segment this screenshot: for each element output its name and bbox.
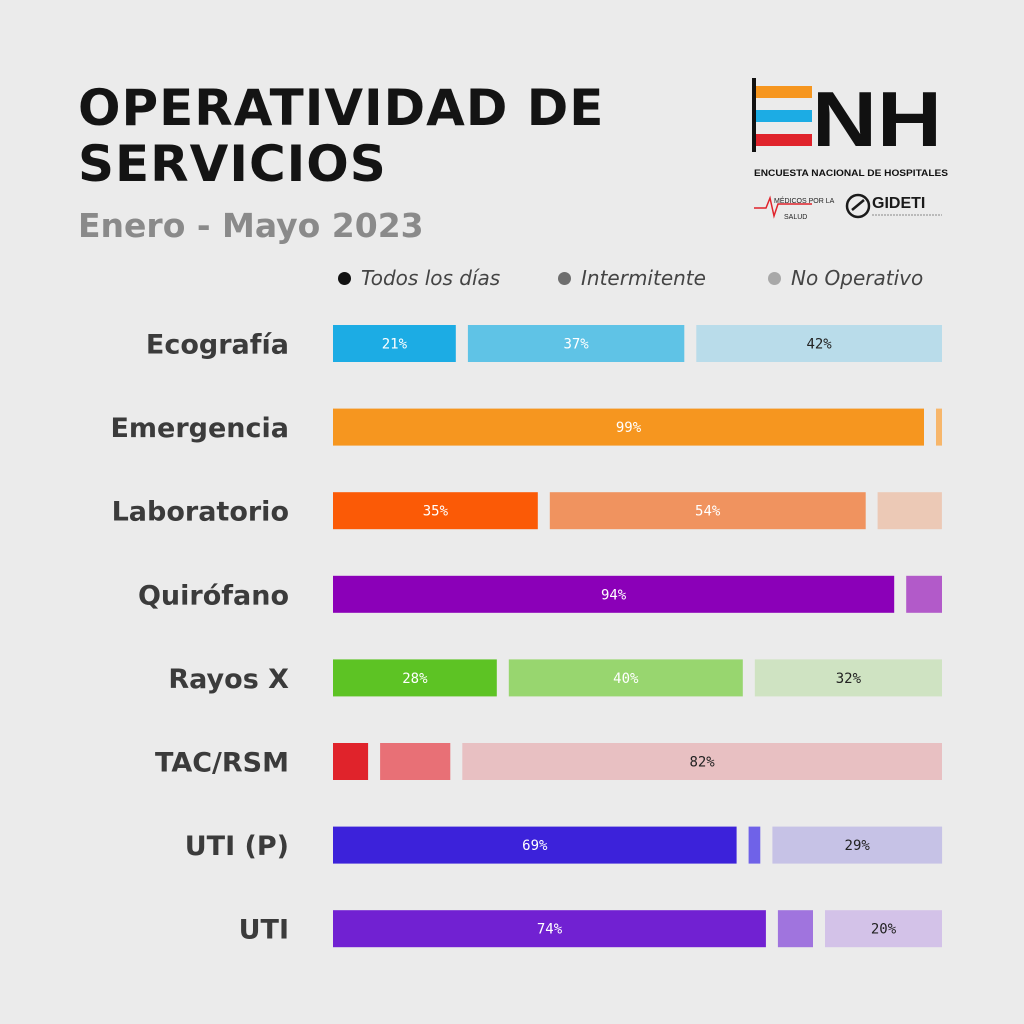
bar-segment-no-operativo <box>754 659 942 697</box>
bar-row-emergencia: Emergencia 99% <box>110 408 942 446</box>
bar-segment-todos-los-dias <box>333 910 766 948</box>
data-label: 40% <box>613 671 639 687</box>
legend-dot-icon <box>558 271 571 285</box>
bar-segment-todos-los-dias <box>333 492 538 530</box>
data-label: 82% <box>689 755 715 771</box>
category-label: TAC/RSM <box>155 748 289 779</box>
partner1-top: MÉDICOS POR LA <box>774 196 835 205</box>
data-label: 35% <box>423 504 449 520</box>
data-label: 32% <box>836 671 862 687</box>
data-label: 28% <box>402 671 428 687</box>
svg-text:NH: NH <box>812 78 942 163</box>
data-label: 20% <box>871 922 897 938</box>
category-label: UTI <box>239 915 289 946</box>
data-label: 37% <box>563 337 589 353</box>
gideti-logo: GIDETI <box>845 193 942 219</box>
legend-label: Todos los días <box>361 266 501 290</box>
chart-title-line-1: OPERATIVIDAD DE <box>78 79 605 137</box>
chart-title: OPERATIVIDAD DE SERVICIOS <box>78 80 604 192</box>
bar-row-uti: UTI 74% 20% <box>239 910 942 948</box>
data-label: 54% <box>695 504 721 520</box>
category-label: Emergencia <box>110 413 289 444</box>
legend-dot-icon <box>338 271 351 285</box>
legend-item-todos-los-dias: Todos los días <box>338 266 558 290</box>
category-label: UTI (P) <box>185 831 289 862</box>
bar-segment-no-operativo <box>825 910 942 948</box>
data-label: 94% <box>601 587 627 603</box>
bar-row-quir-fano: Quirófano 94% <box>138 575 942 613</box>
bar-row-laboratorio: Laboratorio 35% 54% <box>112 492 942 530</box>
legend-label: Intermitente <box>581 266 706 290</box>
bar-row-rayos-x: Rayos X 28% 40% 32% <box>168 659 942 697</box>
bar-segment-todos-los-dias <box>333 325 456 362</box>
legend-item-no-operativo: No Operativo <box>768 266 923 290</box>
chart-legend: Todos los días Intermitente No Operativo <box>338 266 923 290</box>
data-label: 74% <box>537 922 563 938</box>
legend-item-intermitente: Intermitente <box>558 266 768 290</box>
data-label: 42% <box>806 337 832 353</box>
bar-segment-todos-los-dias <box>333 408 924 446</box>
bar-row-ecograf-a: Ecografía 21% 37% 42% <box>146 325 942 362</box>
data-label: 69% <box>522 838 548 854</box>
chart-subtitle: Enero - Mayo 2023 <box>78 206 424 245</box>
legend-dot-icon <box>768 271 781 285</box>
bar-segment-intermitente <box>380 743 451 780</box>
bar-segment-no-operativo <box>906 575 942 613</box>
bar-segment-intermitente <box>467 325 685 362</box>
category-label: Laboratorio <box>112 497 289 528</box>
bar-segment-no-operativo <box>696 325 942 362</box>
bar-segment-todos-los-dias <box>333 743 369 780</box>
bar-segment-intermitente <box>508 659 743 697</box>
bar-row-tac-rsm: TAC/RSM 82% <box>155 743 942 780</box>
partner1-bottom: SALUD <box>784 214 807 221</box>
bar-segment-intermitente <box>549 492 866 530</box>
bar-segment-intermitente <box>748 826 761 864</box>
bar-segment-intermitente <box>777 910 813 948</box>
bar-segment-no-operativo <box>877 492 942 530</box>
bar-segment-todos-los-dias <box>333 826 737 864</box>
data-label: 21% <box>382 337 408 353</box>
bar-row-uti-p: UTI (P) 69% 29% <box>185 826 943 864</box>
category-label: Quirófano <box>138 580 289 611</box>
data-label: 99% <box>616 420 642 436</box>
enh-logo-tagline: ENCUESTA NACIONAL DE HOSPITALES <box>754 168 948 178</box>
enh-logo-mark: NH <box>752 78 942 163</box>
bar-segment-todos-los-dias <box>333 575 895 613</box>
category-label: Ecografía <box>146 330 289 361</box>
data-label: 29% <box>845 838 871 854</box>
bar-segment-no-operativo <box>772 826 943 864</box>
chart-title-line-2: SERVICIOS <box>78 135 387 193</box>
bar-segment-no-operativo <box>936 408 942 446</box>
enh-logo: NH ENCUESTA NACIONAL DE HOSPITALES MÉDIC… <box>752 78 948 221</box>
category-label: Rayos X <box>168 664 289 695</box>
bar-segment-todos-los-dias <box>333 659 497 697</box>
bar-segment-no-operativo <box>462 743 942 780</box>
legend-label: No Operativo <box>791 266 924 290</box>
partner2-name: GIDETI <box>872 195 925 212</box>
medicos-por-la-salud-logo: MÉDICOS POR LA SALUD <box>754 195 835 221</box>
